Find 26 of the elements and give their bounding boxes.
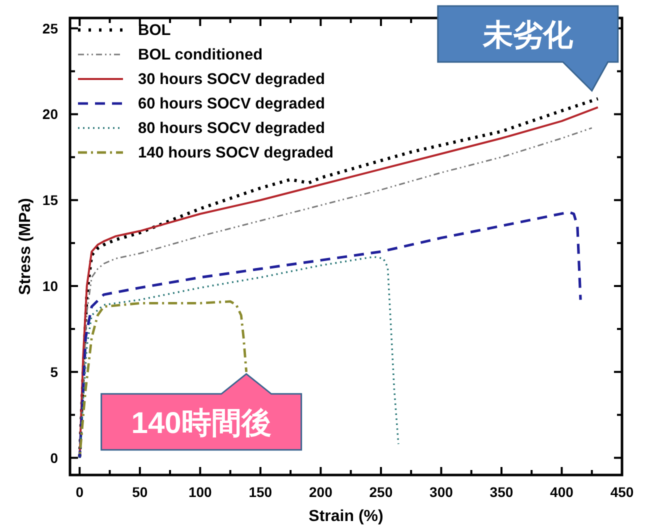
x-axis-title: Strain (%) — [308, 508, 384, 525]
x-tick-label: 300 — [430, 484, 454, 500]
x-tick-label: 350 — [490, 484, 514, 500]
y-tick-label: 10 — [42, 278, 58, 294]
y-tick-label: 0 — [50, 450, 58, 466]
legend-label: 80 hours SOCV degraded — [138, 120, 325, 137]
annotation: 未劣化 — [482, 19, 574, 52]
x-tick-label: 400 — [550, 484, 574, 500]
legend-label: BOL conditioned — [138, 46, 263, 64]
x-tick-label: 100 — [188, 484, 212, 500]
x-tick-label: 200 — [309, 484, 333, 500]
legend-label: 140 hours SOCV degraded — [138, 144, 334, 162]
y-tick-label: 25 — [42, 20, 58, 36]
x-tick-label: 50 — [132, 484, 148, 500]
y-tick-label: 15 — [42, 192, 58, 208]
x-tick-label: 250 — [369, 484, 393, 500]
y-tick-label: 20 — [42, 106, 58, 122]
y-axis-title: Stress (MPa) — [17, 198, 34, 295]
x-tick-label: 0 — [76, 484, 84, 500]
legend-label: 60 hours SOCV degraded — [138, 96, 325, 112]
x-tick-label: 450 — [610, 484, 634, 500]
x-tick-label: 150 — [248, 484, 272, 500]
legend-label: 30 hours SOCV degraded — [138, 71, 325, 88]
annotation: 140時間後 — [131, 406, 272, 440]
y-tick-label: 5 — [50, 364, 58, 380]
legend-label: BOL — [138, 22, 171, 39]
